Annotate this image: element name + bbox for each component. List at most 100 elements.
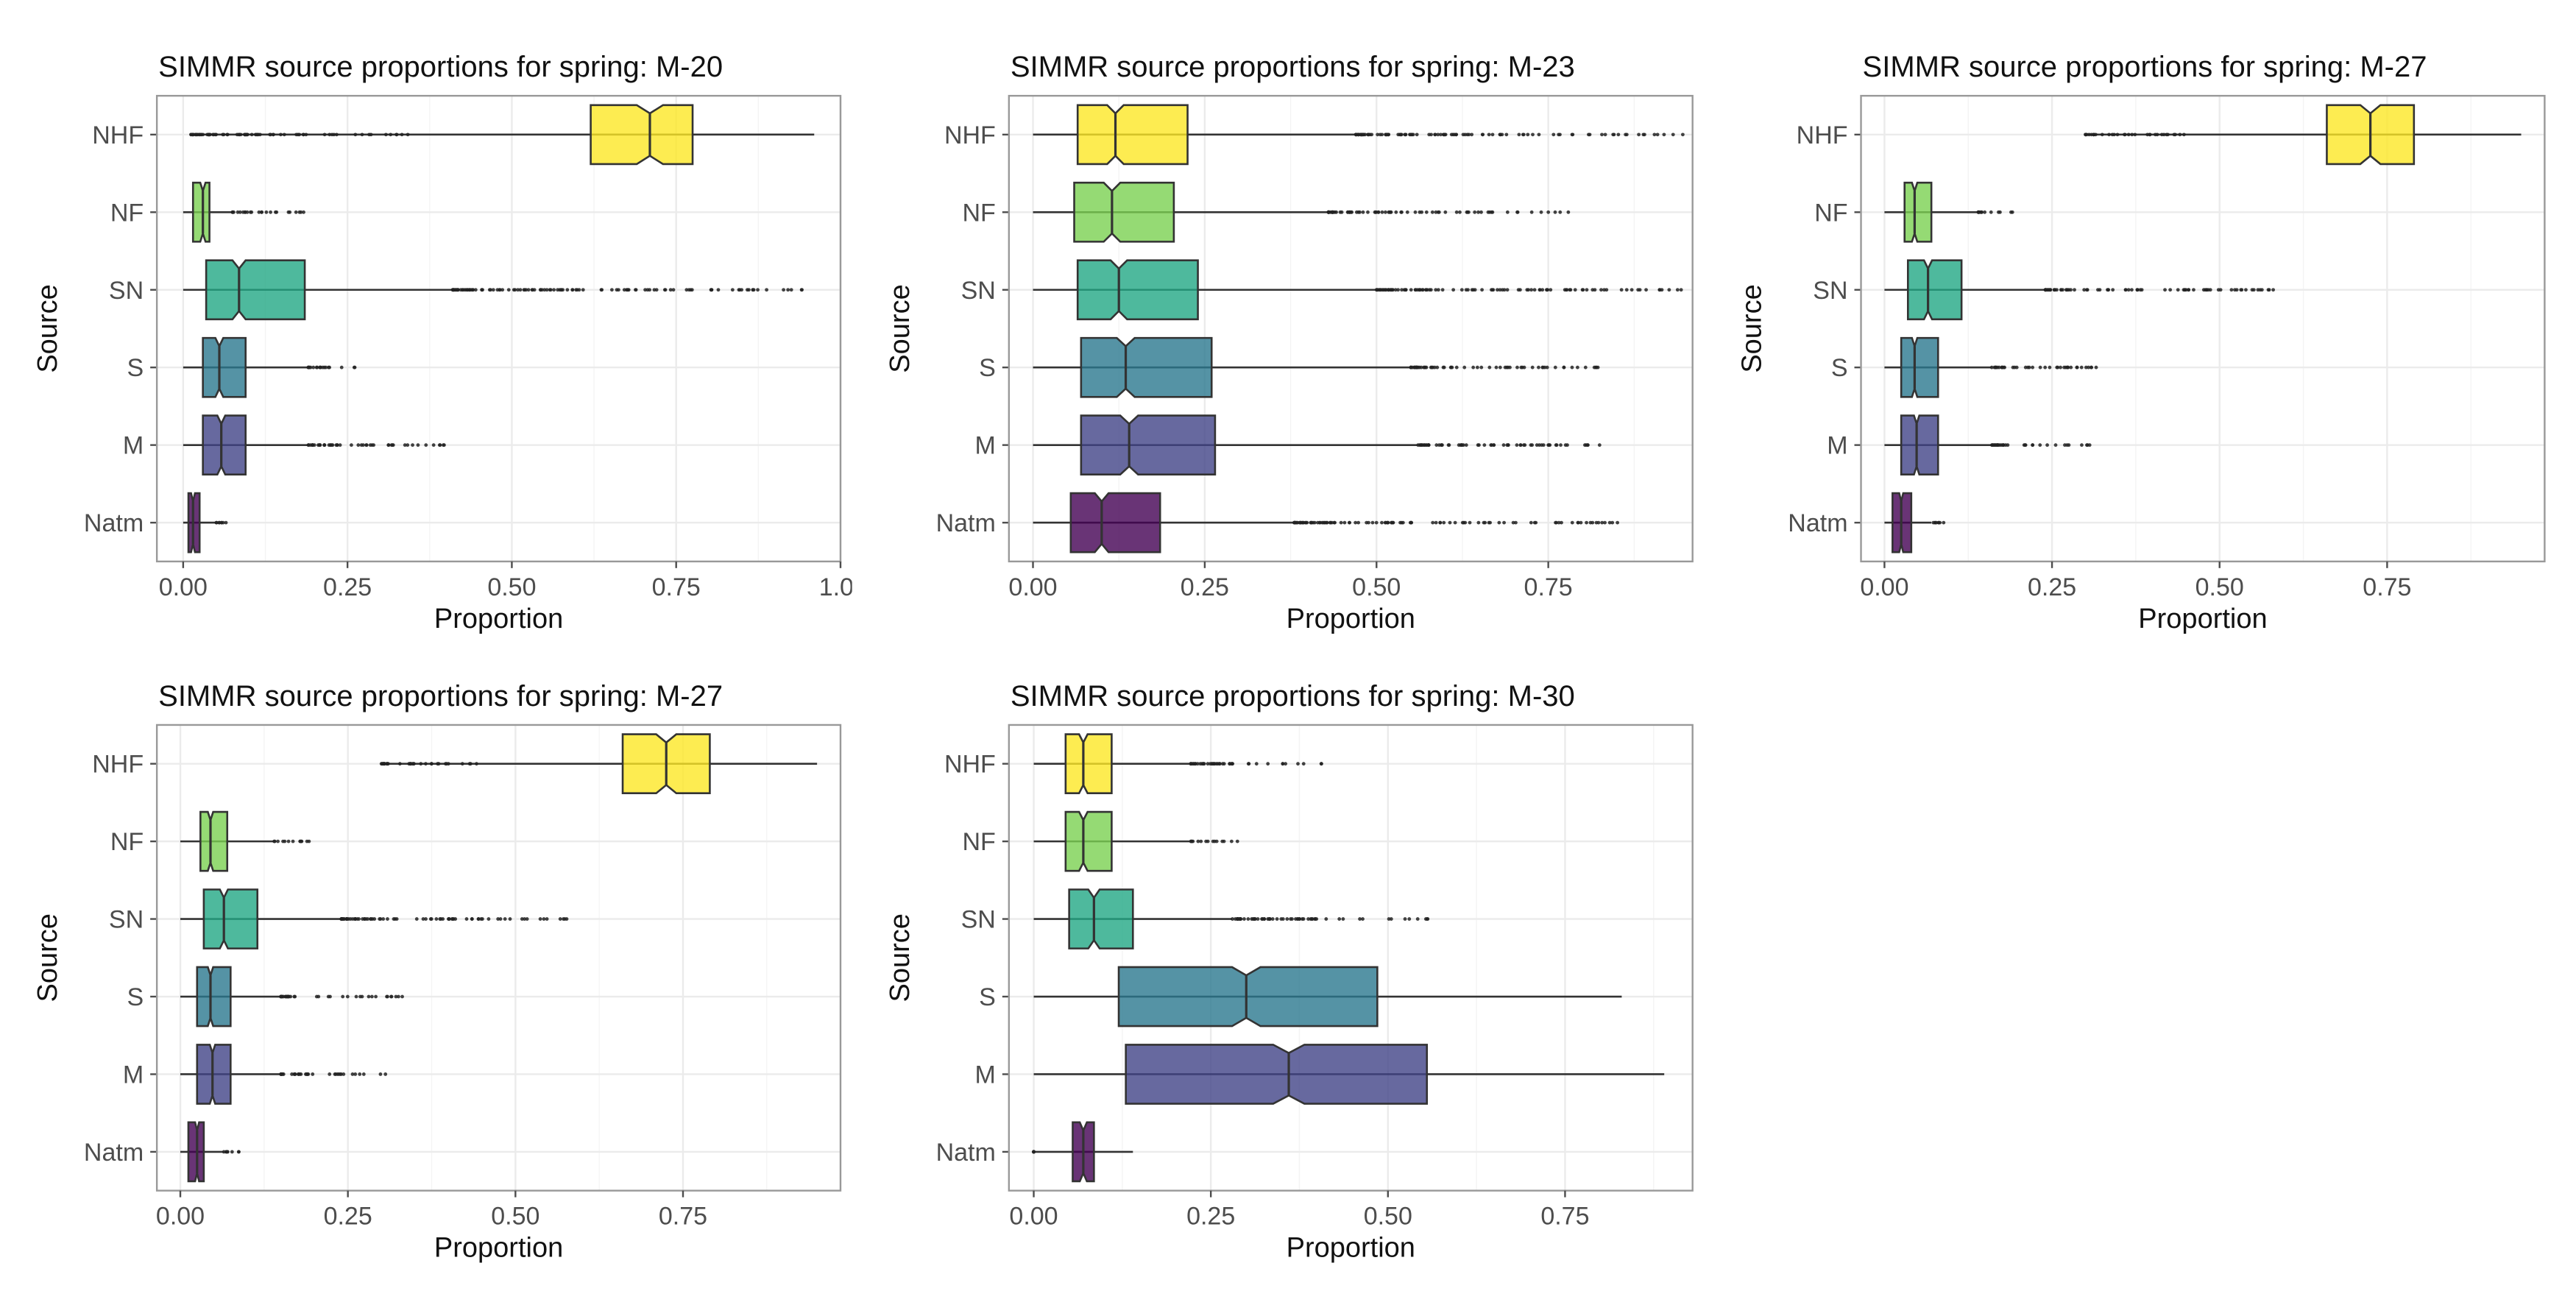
outlier-point (1325, 520, 1329, 525)
y-tick-label: Natm (936, 1139, 996, 1167)
outlier-point (491, 288, 495, 292)
outlier-point (1415, 132, 1419, 137)
outlier-point (2126, 288, 2131, 292)
outlier-point (392, 917, 396, 921)
outlier-point (290, 1072, 294, 1076)
outlier-point (2110, 132, 2115, 137)
outlier-point (1446, 443, 1451, 448)
outlier-point (416, 443, 420, 448)
outlier-point (545, 288, 549, 292)
x-tick-label: 0.50 (491, 1203, 539, 1231)
outlier-point (1191, 839, 1195, 843)
panel-m-27-bottom: NHF NF SN S M Natm 0.00 0.25 0.50 0.75 SIMMR sourc… (32, 680, 842, 1264)
outlier-point (1482, 520, 1486, 525)
outlier-point (1537, 132, 1541, 137)
outlier-point (453, 917, 458, 921)
outlier-point (322, 443, 327, 448)
outlier-point (283, 839, 287, 843)
outlier-point (292, 994, 297, 999)
outlier-point (1465, 210, 1469, 214)
outlier-point (2251, 288, 2256, 292)
outlier-point (1989, 210, 1993, 214)
outlier-point (1386, 520, 1390, 525)
outlier-point (310, 443, 314, 448)
outlier-point (1559, 443, 1563, 448)
outlier-point (339, 365, 344, 369)
outlier-point (232, 210, 236, 214)
outlier-point (1487, 132, 1491, 137)
y-tick-label: M (975, 1061, 996, 1089)
outlier-point (356, 443, 361, 448)
outlier-point (2053, 443, 2058, 448)
outlier-point (212, 132, 216, 137)
outlier-point (1518, 288, 1522, 292)
outlier-point (385, 994, 389, 999)
outlier-point (1242, 917, 1246, 921)
outlier-point (1490, 132, 1495, 137)
box-body (1064, 810, 1113, 872)
outlier-point (304, 132, 308, 137)
outlier-point (338, 443, 342, 448)
outlier-point (1328, 520, 1333, 525)
outlier-point (508, 917, 512, 921)
outlier-point (360, 132, 364, 137)
outlier-point (421, 917, 425, 921)
outlier-point (2096, 288, 2100, 292)
y-axis-label: Source (32, 913, 63, 1002)
outlier-point (1461, 132, 1465, 137)
outlier-point (1998, 443, 2002, 448)
outlier-point (350, 1072, 355, 1076)
outlier-point (1563, 443, 1568, 448)
outlier-point (2140, 288, 2144, 292)
outlier-point (326, 365, 330, 369)
outlier-point (1597, 443, 1602, 448)
box-body (1900, 336, 1939, 398)
outlier-point (625, 288, 629, 292)
y-tick-label: M (123, 1061, 144, 1089)
y-tick-label: NHF (1797, 121, 1848, 149)
outlier-point (207, 132, 211, 137)
x-tick-label: 0.00 (159, 573, 208, 601)
outlier-point (1537, 365, 1540, 369)
outlier-point (2133, 132, 2137, 137)
outlier-point (1460, 520, 1465, 525)
box-s (1884, 336, 2098, 398)
box-sn (1033, 259, 1683, 321)
outlier-point (481, 917, 484, 921)
outlier-point (2154, 132, 2157, 137)
outlier-point (523, 917, 527, 921)
outlier-point (406, 132, 410, 137)
outlier-point (372, 917, 377, 921)
outlier-point (1426, 443, 1431, 448)
outlier-point (2048, 288, 2053, 292)
outlier-point (531, 288, 534, 292)
outlier-point (328, 1072, 332, 1076)
outlier-point (565, 288, 570, 292)
box-body (1080, 414, 1217, 476)
outlier-point (1228, 762, 1232, 766)
outlier-point (260, 210, 264, 214)
panel-border (1008, 94, 1694, 563)
outlier-point (1526, 288, 1530, 292)
outlier-point (1585, 520, 1588, 525)
outlier-point (400, 132, 404, 137)
outlier-point (269, 210, 273, 214)
y-tick-label: SN (109, 277, 144, 305)
outlier-point (1396, 132, 1401, 137)
outlier-point (1423, 365, 1427, 369)
box-body (1064, 733, 1113, 795)
outlier-point (279, 994, 283, 999)
outlier-point (1309, 917, 1314, 921)
outlier-point (279, 132, 283, 137)
outlier-point (645, 288, 650, 292)
outlier-point (668, 288, 673, 292)
outlier-point (1438, 520, 1443, 525)
outlier-point (1480, 288, 1484, 292)
outlier-point (1464, 443, 1468, 448)
outlier-point (264, 210, 269, 214)
outlier-point (397, 994, 400, 999)
outlier-point (1400, 520, 1404, 525)
x-tick-label: 0.25 (323, 573, 372, 601)
outlier-point (1454, 132, 1458, 137)
outlier-point (1383, 210, 1387, 214)
